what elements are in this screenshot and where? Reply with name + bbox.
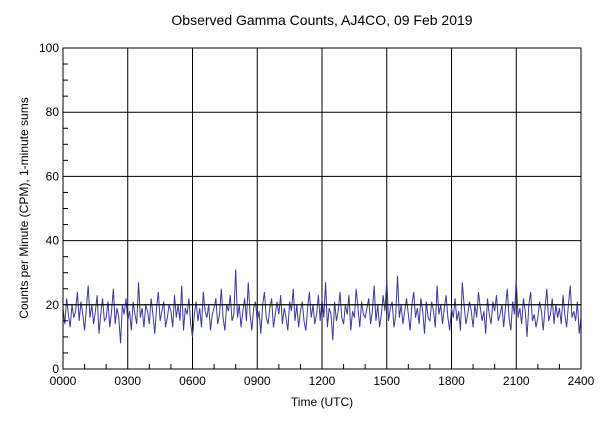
counts-series-line [62, 269, 582, 344]
chart-title: Observed Gamma Counts, AJ4CO, 09 Feb 201… [171, 12, 472, 28]
x-tick-label: 0600 [179, 374, 206, 388]
y-tick-label: 0 [52, 362, 59, 376]
x-tick-label: 2100 [503, 374, 530, 388]
y-tick-label: 40 [46, 234, 60, 248]
x-tick-label: 0300 [114, 374, 141, 388]
x-tick-label: 0000 [50, 374, 77, 388]
y-tick-label: 60 [46, 169, 60, 183]
x-tick-label: 1800 [438, 374, 465, 388]
x-tick-label: 0900 [244, 374, 271, 388]
x-tick-label: 1200 [309, 374, 336, 388]
y-tick-label: 100 [39, 41, 59, 55]
x-axis-label: Time (UTC) [291, 395, 353, 409]
axes: 0000 0300 0600 0900 1200 1500 1800 2100 2400 0 20 4… [39, 41, 595, 388]
x-tick-label: 1500 [373, 374, 400, 388]
plot-frame [62, 47, 582, 370]
y-tick-label: 20 [46, 298, 60, 312]
y-tick-label: 80 [46, 105, 60, 119]
x-tick-label: 2400 [568, 374, 595, 388]
y-axis-label: Counts per Minute (CPM), 1-minute sums [17, 97, 31, 318]
series-layer [62, 269, 582, 344]
